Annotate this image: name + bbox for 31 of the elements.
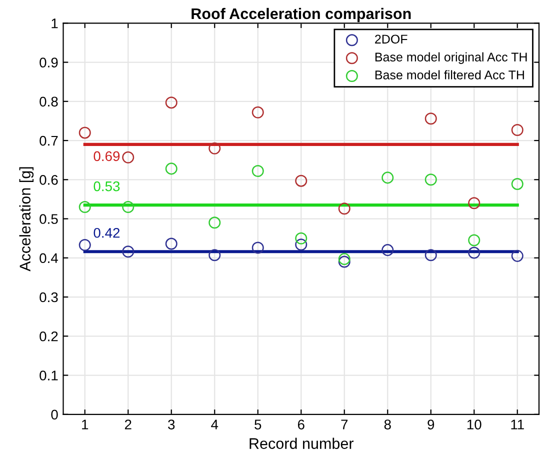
legend-label: Base model filtered Acc TH bbox=[375, 70, 524, 80]
x-axis-title: Record number bbox=[250, 438, 354, 449]
annotation: 0.53 bbox=[94, 181, 120, 192]
annotation: 0.69 bbox=[94, 151, 120, 162]
y-tick-label: 0.3 bbox=[40, 292, 58, 302]
y-tick-label: 0.5 bbox=[40, 214, 58, 224]
x-tick-label: 1 bbox=[82, 420, 88, 430]
annotation: 0.42 bbox=[94, 228, 120, 238]
x-tick-label: 8 bbox=[384, 420, 391, 430]
x-tick-label: 4 bbox=[211, 420, 218, 430]
y-tick-label: 0.6 bbox=[40, 174, 58, 185]
x-tick-label: 5 bbox=[254, 420, 262, 430]
y-tick-label: 0.8 bbox=[40, 96, 58, 107]
y-tick-label: 0.7 bbox=[40, 136, 58, 146]
y-tick-label: 1 bbox=[52, 18, 58, 28]
x-tick-label: 6 bbox=[298, 420, 304, 430]
x-tick-label: 9 bbox=[428, 420, 434, 430]
y-tick-label: 0.9 bbox=[40, 58, 58, 68]
x-tick-label: 10 bbox=[467, 420, 482, 430]
x-tick-label: 2 bbox=[124, 420, 132, 430]
x-tick-label: 3 bbox=[168, 420, 175, 430]
y-tick-label: 0.4 bbox=[40, 253, 58, 264]
y-tick-label: 0 bbox=[51, 410, 58, 420]
chart-title: Roof Acceleration comparison bbox=[192, 8, 411, 22]
y-tick-label: 0.2 bbox=[40, 331, 58, 342]
legend-label: 2DOF bbox=[375, 34, 408, 44]
y-tick-label: 0.1 bbox=[40, 370, 58, 380]
x-tick-label: 11 bbox=[511, 420, 524, 430]
y-axis-title: Acceleration [g] bbox=[19, 167, 34, 272]
x-tick-label: 7 bbox=[341, 420, 348, 430]
legend-label: Base model original Acc TH bbox=[375, 52, 527, 64]
